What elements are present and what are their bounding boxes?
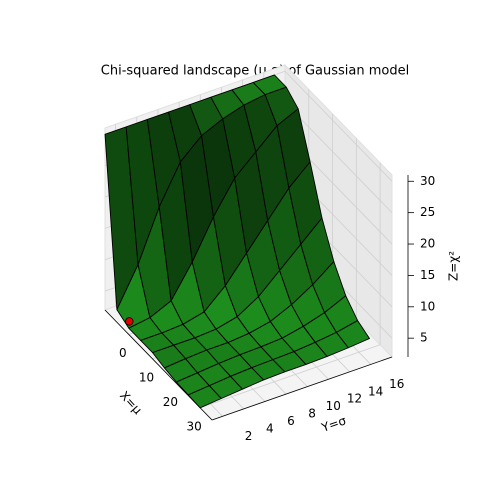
y-tick-label: 10 [326,399,341,413]
minimum-point [125,317,134,326]
z-tick-label: 30 [420,174,435,188]
z-tick-label: 10 [420,299,435,313]
z-tick-label: 20 [420,237,435,251]
x-tick-label: 20 [163,395,178,409]
y-axis-line [211,356,393,421]
y-tick-label: 6 [287,414,295,428]
y-tick-label: 4 [266,421,274,435]
z-tick-label: 25 [420,205,435,219]
y-tick-label: 2 [245,429,253,443]
y-tick-label: 16 [389,377,404,391]
x-tick-label: 10 [139,370,154,384]
chart-title: Chi-squared landscape (μ,σ) of Gaussian … [101,64,409,79]
grid-line [284,70,393,182]
z-tick-label: 15 [420,268,435,282]
z-axis-label: Z=χ² [447,251,461,281]
y-tick-label: 12 [347,392,362,406]
x-tick-label: 30 [186,419,201,433]
grid-line [199,344,381,409]
y-tick-label: 8 [308,407,316,421]
y-tick-label: 14 [368,384,383,398]
x-tick-label: 0 [119,346,127,360]
grid-line [284,102,393,213]
surface-patch [336,320,370,349]
z-tick-label: 5 [420,331,428,345]
